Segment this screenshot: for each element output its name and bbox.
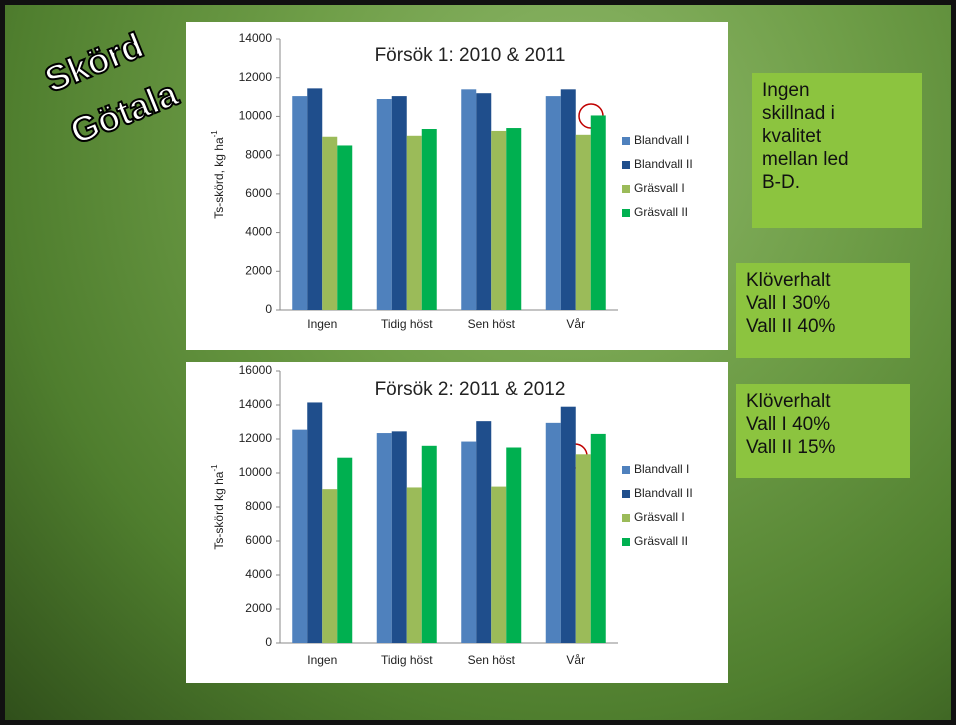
legend-swatch	[622, 490, 630, 498]
bar	[491, 130, 507, 310]
bar	[292, 429, 308, 643]
x-tick-label: Tidig höst	[381, 317, 433, 331]
legend-swatch	[622, 137, 630, 145]
y-tick-label: 6000	[245, 186, 272, 200]
y-tick-label: 10000	[239, 465, 273, 479]
bar	[461, 441, 477, 643]
bar	[421, 129, 437, 310]
bar	[406, 135, 422, 310]
x-tick-label: Tidig höst	[381, 653, 433, 667]
y-tick-label: 6000	[245, 533, 272, 547]
chart-title: Försök 1: 2010 & 2011	[375, 45, 566, 66]
y-axis-label: Ts-skörd kg ha-1	[210, 464, 226, 550]
y-tick-label: 16000	[239, 363, 273, 377]
x-tick-label: Ingen	[307, 653, 337, 667]
legend-swatch	[622, 466, 630, 474]
y-axis-label-sup: -1	[210, 130, 219, 138]
y-tick-label: 2000	[245, 601, 272, 615]
note-line: Vall I 40%	[746, 414, 831, 435]
note-line: skillnad i	[762, 103, 835, 124]
legend-label: Blandvall II	[634, 486, 693, 500]
legend-label: Blandvall II	[634, 157, 693, 171]
note-line: B-D.	[762, 172, 800, 193]
legend-swatch	[622, 538, 630, 546]
legend-label: Gräsvall I	[634, 181, 685, 195]
bar	[307, 88, 323, 310]
x-tick-label: Vår	[566, 317, 585, 331]
y-tick-label: 0	[265, 302, 272, 316]
bar	[292, 96, 308, 310]
y-tick-label: 4000	[245, 567, 272, 581]
legend-label: Gräsvall I	[634, 510, 685, 524]
legend-label: Blandvall I	[634, 462, 689, 476]
note-box: Klöverhalt Vall I 40% Vall II 15%	[736, 384, 910, 478]
bar	[337, 145, 353, 310]
y-tick-label: 8000	[245, 147, 272, 161]
bar	[391, 96, 407, 310]
y-tick-label: 0	[265, 635, 272, 649]
note-line: Vall I 30%	[746, 293, 831, 314]
bar	[476, 421, 492, 643]
bar	[506, 128, 522, 310]
legend-swatch	[622, 209, 630, 217]
y-tick-label: 2000	[245, 263, 272, 277]
bar	[376, 433, 392, 643]
note-line: mellan led	[762, 149, 849, 170]
y-axis-label-text: Ts-skörd kg ha	[212, 471, 226, 549]
bar	[560, 89, 576, 310]
note-line: Vall II 15%	[746, 437, 836, 458]
bar	[545, 96, 561, 310]
note-box: Klöverhalt Vall I 30% Vall II 40%	[736, 263, 910, 358]
note-line: Klöverhalt	[746, 391, 831, 412]
y-tick-label: 14000	[239, 31, 273, 45]
chart-panel	[186, 362, 728, 683]
x-tick-label: Sen höst	[468, 317, 516, 331]
bar	[391, 431, 407, 643]
y-axis-label: Ts-skörd, kg ha-1	[210, 130, 226, 219]
y-tick-label: 14000	[239, 397, 273, 411]
note-line: Vall II 40%	[746, 316, 836, 337]
y-tick-label: 10000	[239, 109, 273, 123]
bar	[307, 402, 323, 643]
legend-label: Gräsvall II	[634, 534, 688, 548]
y-tick-label: 12000	[239, 431, 273, 445]
y-tick-label: 4000	[245, 225, 272, 239]
bar	[560, 406, 576, 643]
legend-label: Gräsvall II	[634, 205, 688, 219]
y-tick-label: 12000	[239, 70, 273, 84]
y-axis-label-text: Ts-skörd, kg ha	[212, 137, 226, 219]
x-tick-label: Ingen	[307, 317, 337, 331]
bar	[590, 433, 606, 643]
legend-swatch	[622, 514, 630, 522]
x-tick-label: Vår	[566, 653, 585, 667]
bar	[322, 136, 338, 310]
legend-label: Blandvall I	[634, 133, 689, 147]
bar	[406, 487, 422, 643]
note-line: kvalitet	[762, 126, 822, 147]
note-line: Ingen	[762, 80, 810, 101]
bar	[590, 115, 606, 310]
bar	[506, 447, 522, 643]
bar	[337, 457, 353, 643]
bar	[545, 422, 561, 643]
y-axis-label-sup: -1	[210, 464, 219, 472]
note-line: Klöverhalt	[746, 270, 831, 291]
bar	[461, 89, 477, 310]
bar	[476, 93, 492, 310]
bar	[575, 454, 591, 643]
bar	[575, 134, 591, 310]
note-box: Ingen skillnad i kvalitet mellan led B-D.	[752, 73, 922, 228]
bar	[376, 99, 392, 310]
y-tick-label: 8000	[245, 499, 272, 513]
x-tick-label: Sen höst	[468, 653, 516, 667]
chart-title: Försök 2: 2011 & 2012	[375, 379, 566, 400]
chart-panel	[186, 22, 728, 350]
bar	[421, 445, 437, 643]
bar	[491, 486, 507, 643]
bar	[322, 489, 338, 643]
legend-swatch	[622, 161, 630, 169]
legend-swatch	[622, 185, 630, 193]
